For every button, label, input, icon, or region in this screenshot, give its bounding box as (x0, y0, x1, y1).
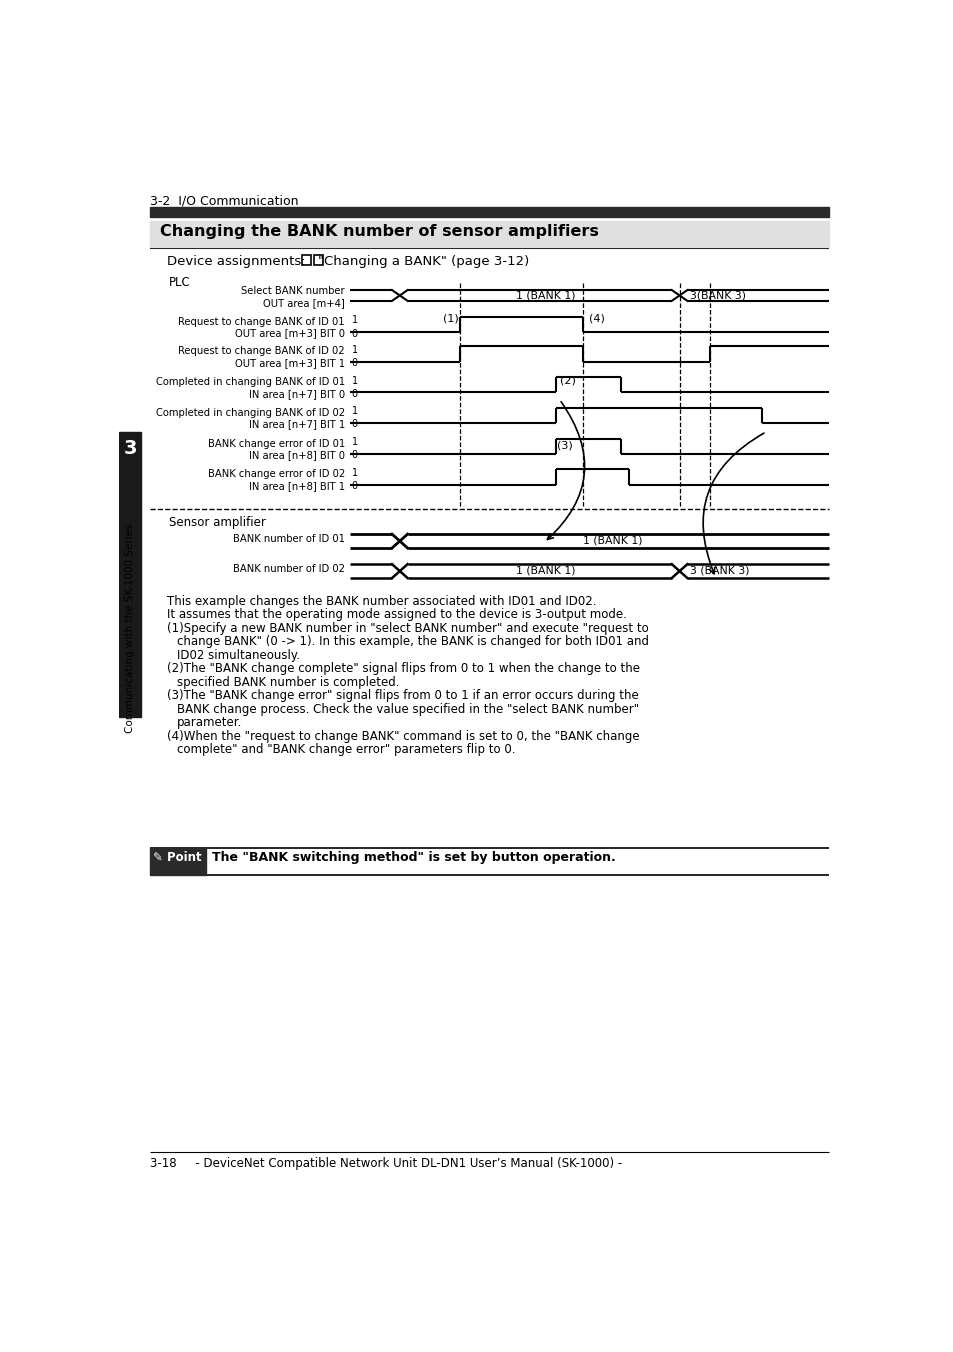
Text: (3)The "BANK change error" signal flips from 0 to 1 if an error occurs during th: (3)The "BANK change error" signal flips … (167, 690, 639, 702)
Text: 0: 0 (352, 450, 357, 460)
Text: 0: 0 (352, 358, 357, 368)
Text: 1: 1 (352, 407, 357, 416)
Text: ID02 simultaneously.: ID02 simultaneously. (176, 649, 299, 662)
Bar (314, 254, 323, 265)
Text: 1: 1 (352, 468, 357, 477)
Text: BANK change error of ID 02: BANK change error of ID 02 (208, 469, 344, 480)
Text: (1): (1) (443, 314, 458, 324)
Text: ✎ Point: ✎ Point (153, 852, 202, 864)
Text: Completed in changing BANK of ID 01: Completed in changing BANK of ID 01 (155, 377, 344, 387)
Text: 3: 3 (123, 439, 136, 458)
Text: OUT area [m+3] BIT 1: OUT area [m+3] BIT 1 (234, 358, 344, 368)
Text: IN area [n+7] BIT 0: IN area [n+7] BIT 0 (249, 388, 344, 399)
Text: 3-18     - DeviceNet Compatible Network Unit DL-DN1 User’s Manual (SK-1000) -: 3-18 - DeviceNet Compatible Network Unit… (150, 1157, 622, 1169)
Text: IN area [n+8] BIT 0: IN area [n+8] BIT 0 (249, 450, 344, 460)
Text: parameter.: parameter. (176, 717, 242, 729)
Text: OUT area [m+3] BIT 0: OUT area [m+3] BIT 0 (234, 329, 344, 338)
Text: 1 (BANK 1): 1 (BANK 1) (516, 291, 575, 300)
Text: BANK change process. Check the value specified in the "select BANK number": BANK change process. Check the value spe… (176, 703, 639, 715)
Text: 1: 1 (352, 315, 357, 326)
Bar (150, 848, 206, 875)
Text: OUT area [m+4]: OUT area [m+4] (263, 297, 344, 308)
Text: Communicating with the SK-1000 Series: Communicating with the SK-1000 Series (125, 523, 135, 733)
Text: Request to change BANK of ID 02: Request to change BANK of ID 02 (178, 346, 344, 357)
Bar (150, 220, 828, 247)
Text: specified BANK number is completed.: specified BANK number is completed. (176, 676, 398, 688)
Text: 0: 0 (352, 419, 357, 430)
Text: 1: 1 (352, 376, 357, 385)
Text: 1: 1 (352, 437, 357, 448)
Text: 1 (BANK 1): 1 (BANK 1) (583, 535, 642, 546)
Text: This example changes the BANK number associated with ID01 and ID02.: This example changes the BANK number ass… (167, 595, 597, 608)
Text: (3): (3) (557, 441, 572, 452)
Text: 3 (BANK 3): 3 (BANK 3) (690, 565, 749, 576)
Bar (150, 207, 828, 216)
Bar (119, 431, 141, 717)
Text: IN area [n+7] BIT 1: IN area [n+7] BIT 1 (249, 419, 344, 430)
Text: 3(BANK 3): 3(BANK 3) (690, 291, 745, 300)
Text: 0: 0 (352, 329, 357, 338)
Text: It assumes that the operating mode assigned to the device is 3-output mode.: It assumes that the operating mode assig… (167, 608, 626, 622)
Text: 3-2  I/O Communication: 3-2 I/O Communication (150, 195, 298, 208)
Text: Device assignments:: Device assignments: (167, 254, 306, 268)
Text: complete" and "BANK change error" parameters flip to 0.: complete" and "BANK change error" parame… (176, 744, 515, 756)
Text: 1 (BANK 1): 1 (BANK 1) (516, 565, 575, 576)
Text: BANK number of ID 02: BANK number of ID 02 (233, 564, 344, 575)
Text: change BANK" (0 -> 1). In this example, the BANK is changed for both ID01 and: change BANK" (0 -> 1). In this example, … (176, 635, 648, 649)
Text: (4): (4) (588, 314, 604, 324)
Text: 0: 0 (352, 388, 357, 399)
Text: "Changing a BANK" (page 3-12): "Changing a BANK" (page 3-12) (317, 254, 528, 268)
Text: (2)The "BANK change complete" signal flips from 0 to 1 when the change to the: (2)The "BANK change complete" signal fli… (167, 662, 639, 676)
Text: Completed in changing BANK of ID 02: Completed in changing BANK of ID 02 (155, 408, 344, 418)
Text: The "BANK switching method" is set by button operation.: The "BANK switching method" is set by bu… (212, 852, 616, 864)
Text: IN area [n+8] BIT 1: IN area [n+8] BIT 1 (249, 481, 344, 491)
Text: BANK change error of ID 01: BANK change error of ID 01 (208, 438, 344, 449)
Text: 0: 0 (352, 481, 357, 491)
Text: 1: 1 (352, 345, 357, 354)
Text: PLC: PLC (169, 276, 191, 289)
Text: BANK number of ID 01: BANK number of ID 01 (233, 534, 344, 544)
Text: (2): (2) (559, 376, 576, 385)
Text: Select BANK number: Select BANK number (241, 287, 344, 296)
Text: Request to change BANK of ID 01: Request to change BANK of ID 01 (178, 316, 344, 327)
Bar (302, 254, 311, 265)
Text: Sensor amplifier: Sensor amplifier (169, 516, 266, 530)
Text: (4)When the "request to change BANK" command is set to 0, the "BANK change: (4)When the "request to change BANK" com… (167, 730, 639, 742)
Text: (1)Specify a new BANK number in "select BANK number" and execute "request to: (1)Specify a new BANK number in "select … (167, 622, 648, 635)
Text: Changing the BANK number of sensor amplifiers: Changing the BANK number of sensor ampli… (159, 224, 598, 239)
